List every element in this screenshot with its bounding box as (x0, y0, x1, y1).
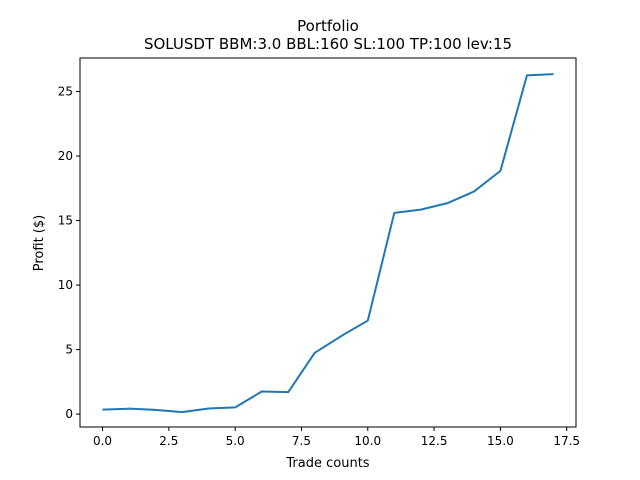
axes-frame (79, 57, 577, 428)
y-tick-label: 25 (58, 85, 73, 99)
y-tick-label: 5 (65, 343, 73, 357)
x-tick-label: 7.5 (292, 434, 311, 448)
y-tick-label: 0 (65, 407, 73, 421)
x-tick-label: 12.5 (421, 434, 448, 448)
y-tick-label: 20 (58, 149, 73, 163)
x-tick-label: 17.5 (553, 434, 580, 448)
y-tick-label: 15 (58, 214, 73, 228)
x-tick-label: 15.0 (487, 434, 514, 448)
chart-subtitle: SOLUSDT BBM:3.0 BBL:160 SL:100 TP:100 le… (144, 35, 512, 53)
plot-area: 0.0 2.5 5.0 7.5 10.0 12.5 15.0 17.5 0 5 10 15 20 25 (58, 57, 580, 448)
x-tick-label: 2.5 (159, 434, 178, 448)
y-axis-label: Profit ($) (32, 215, 47, 271)
x-tick-label: 5.0 (226, 434, 245, 448)
y-tick-label: 10 (58, 278, 73, 292)
x-tick-label: 10.0 (354, 434, 381, 448)
x-axis-label: Trade counts (285, 456, 369, 471)
chart-title: Portfolio (297, 17, 359, 35)
x-tick-label: 0.0 (93, 434, 112, 448)
series-line-0 (102, 73, 554, 414)
